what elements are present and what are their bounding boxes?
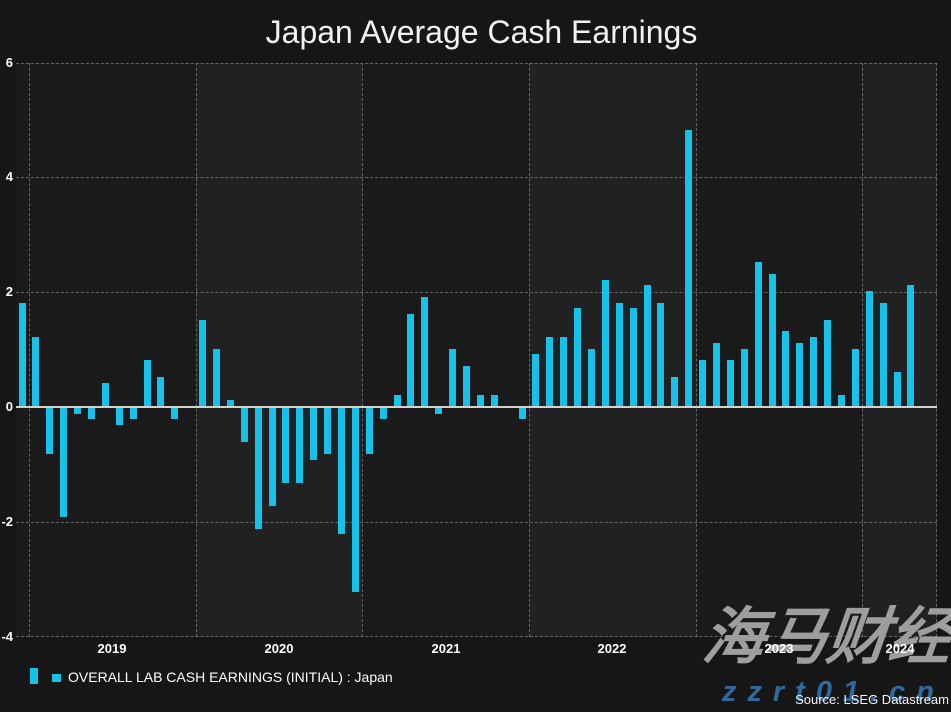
vertical-gridline	[195, 63, 197, 637]
data-bar	[671, 377, 678, 406]
y-tick-label: 2	[5, 284, 13, 299]
vertical-gridline	[529, 63, 530, 637]
data-bar	[713, 343, 720, 406]
year-band	[862, 63, 937, 637]
watermark-url-text: zzrt01.cn	[721, 676, 945, 708]
data-bar	[852, 349, 859, 406]
year-band	[195, 63, 363, 637]
vertical-gridline	[936, 63, 937, 637]
legend-bar-marker-icon	[30, 668, 38, 684]
data-bar	[449, 349, 456, 406]
horizontal-gridline	[16, 177, 937, 179]
y-tick-label: -2	[1, 514, 13, 529]
legend-series-label: OVERALL LAB CASH EARNINGS (INITIAL) : Ja…	[68, 669, 393, 685]
data-bar	[838, 395, 845, 406]
chart-title: Japan Average Cash Earnings	[265, 14, 698, 50]
y-tick-label: 4	[5, 169, 13, 184]
data-bar	[657, 303, 664, 406]
data-bar	[421, 297, 428, 406]
data-bar	[282, 408, 289, 483]
data-bar	[824, 320, 831, 406]
vertical-gridline	[695, 63, 697, 637]
x-tick-label: 2024	[885, 641, 915, 656]
data-bar	[880, 303, 887, 406]
data-bar	[352, 408, 359, 592]
vertical-gridline	[362, 63, 364, 637]
data-bar	[32, 337, 39, 406]
data-bar	[477, 395, 484, 406]
data-bar	[602, 280, 609, 406]
data-bar	[519, 408, 526, 419]
legend-square-marker-icon	[52, 674, 61, 682]
data-bar	[46, 408, 53, 454]
data-bar	[88, 408, 95, 419]
data-bar	[60, 408, 67, 517]
data-bar	[241, 408, 248, 442]
x-tick-label: 2021	[431, 641, 461, 656]
data-bar	[19, 303, 26, 406]
data-bar	[810, 337, 817, 406]
data-bar	[171, 408, 178, 419]
data-bar	[130, 408, 137, 419]
data-bar	[324, 408, 331, 454]
horizontal-gridline	[16, 521, 937, 523]
data-bar	[532, 354, 539, 406]
data-bar	[755, 262, 762, 406]
x-tick-label: 2022	[597, 641, 627, 656]
data-bar	[144, 360, 151, 406]
data-bar	[463, 366, 470, 406]
data-bar	[227, 400, 234, 406]
data-bar	[588, 349, 595, 406]
year-band	[529, 63, 696, 637]
data-bar	[866, 291, 873, 406]
data-bar	[741, 349, 748, 406]
data-bar	[102, 383, 109, 406]
x-tick-label: 2023	[764, 641, 794, 656]
zero-axis-line	[16, 406, 937, 408]
data-bar	[296, 408, 303, 483]
data-bar	[116, 408, 123, 425]
y-tick-label: -4	[1, 629, 13, 644]
y-tick-label: 6	[5, 55, 13, 70]
horizontal-gridline	[16, 63, 937, 64]
data-bar	[685, 130, 692, 406]
data-bar	[269, 408, 276, 506]
vertical-gridline	[862, 63, 864, 637]
data-bar	[157, 377, 164, 406]
data-bar	[727, 360, 734, 406]
y-tick-label: 0	[5, 399, 13, 414]
data-bar	[894, 372, 901, 406]
data-bar	[630, 308, 637, 406]
data-bar	[699, 360, 706, 406]
data-bar	[407, 314, 414, 406]
data-bar	[574, 308, 581, 406]
horizontal-gridline	[16, 636, 937, 637]
x-tick-label: 2019	[97, 641, 127, 656]
data-bar	[394, 395, 401, 406]
data-bar	[199, 320, 206, 406]
source-note: Source: LSEG Datastream	[795, 692, 949, 707]
vertical-gridline	[28, 63, 30, 637]
watermark-chinese-text: 海马财经	[699, 603, 951, 672]
data-bar	[796, 343, 803, 406]
data-bar	[644, 285, 651, 406]
data-bar	[435, 408, 442, 414]
data-bar	[310, 408, 317, 460]
horizontal-gridline	[16, 292, 937, 294]
data-bar	[213, 349, 220, 406]
data-bar	[769, 274, 776, 406]
plot-area	[16, 63, 937, 637]
data-bar	[560, 337, 567, 406]
data-bar	[616, 303, 623, 406]
data-bar	[74, 408, 81, 414]
data-bar	[366, 408, 373, 454]
data-bar	[491, 395, 498, 406]
x-tick-label: 2020	[264, 641, 294, 656]
data-bar	[255, 408, 262, 529]
data-bar	[907, 285, 914, 406]
data-bar	[546, 337, 553, 406]
data-bar	[338, 408, 345, 534]
data-bar	[380, 408, 387, 419]
data-bar	[782, 331, 789, 406]
